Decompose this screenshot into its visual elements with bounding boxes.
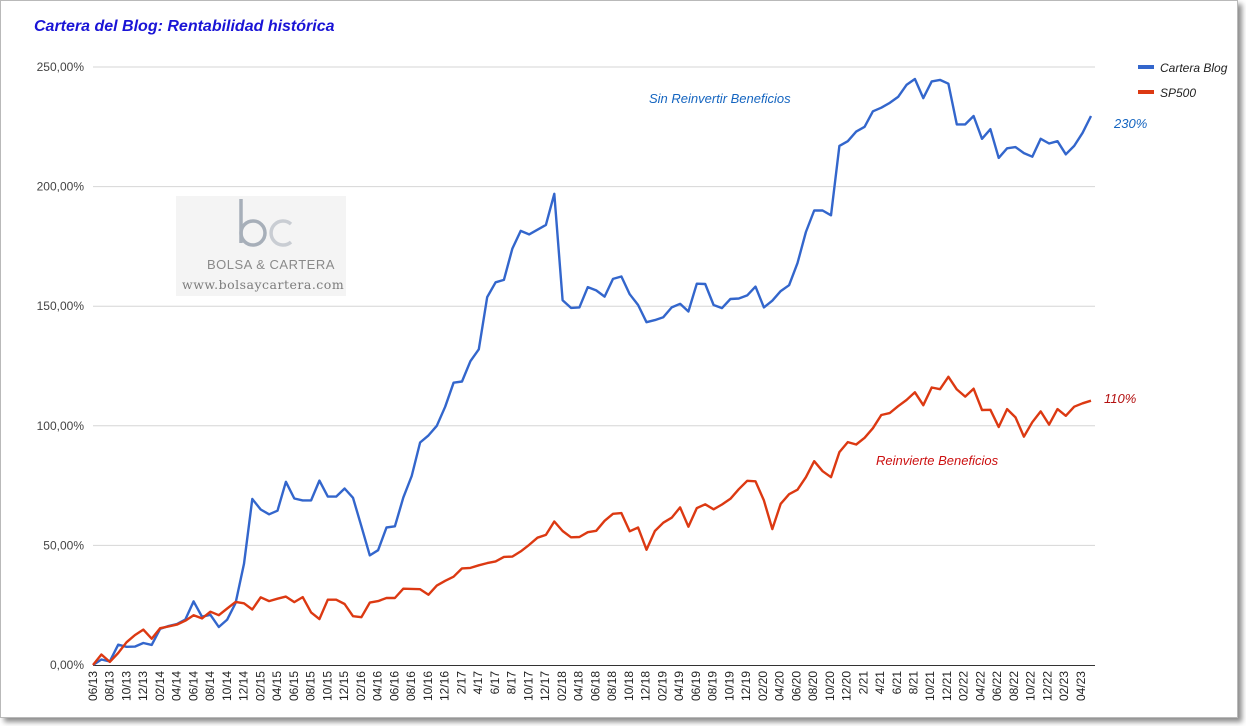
series-lines <box>92 77 1093 667</box>
x-tick-label: 12/17 <box>538 671 552 701</box>
legend-item-cartera-blog[interactable]: Cartera Blog <box>1138 61 1228 75</box>
x-tick-label: 02/18 <box>555 671 569 701</box>
end-label-sp500: 110% <box>1104 391 1136 406</box>
x-tick-label: 06/16 <box>387 671 401 701</box>
x-tick-label: 08/16 <box>404 671 418 701</box>
x-tick-label: 12/20 <box>840 671 854 701</box>
x-tick-label: 06/13 <box>86 671 100 701</box>
x-tick-label: 12/21 <box>940 671 954 701</box>
watermark-background <box>176 196 346 296</box>
watermark-url: www.bolsaycartera.com <box>182 277 344 292</box>
x-tick-label: 6/17 <box>488 671 502 695</box>
legend-swatch-cartera-blog <box>1138 65 1154 69</box>
legend: Cartera Blog SP500 <box>1138 61 1228 100</box>
x-tick-label: 04/19 <box>672 671 686 701</box>
y-tick-label: 100,00% <box>37 419 85 433</box>
x-tick-label: 08/15 <box>304 671 318 701</box>
x-tick-label: 2/17 <box>454 671 468 695</box>
x-tick-label: 8/17 <box>505 671 519 695</box>
x-tick-label: 10/16 <box>421 671 435 701</box>
x-tick-label: 12/13 <box>136 671 150 701</box>
y-tick-label: 250,00% <box>37 60 85 74</box>
x-tick-label: 10/21 <box>923 671 937 701</box>
x-tick-label: 08/22 <box>1007 671 1021 701</box>
x-tick-label: 4/21 <box>873 671 887 695</box>
x-tick-label: 02/14 <box>153 671 167 701</box>
end-label-cartera-blog: 230% <box>1113 116 1147 131</box>
annotation-reinvierte: Reinvierte Beneficios <box>876 453 999 468</box>
x-tick-label: 12/14 <box>237 671 251 701</box>
x-tick-label: 06/15 <box>287 671 301 701</box>
x-tick-label: 8/21 <box>907 671 921 695</box>
x-tick-label: 02/16 <box>354 671 368 701</box>
x-axis-ticks: 06/13 08/13 10/13 12/13 02/14 04/14 06/14 08/14… <box>86 671 1088 701</box>
x-tick-label: 6/21 <box>890 671 904 695</box>
x-tick-label: 04/16 <box>371 671 385 701</box>
x-tick-label: 08/13 <box>103 671 117 701</box>
x-tick-label: 12/19 <box>739 671 753 701</box>
series-line-sp500 <box>92 375 1092 666</box>
x-tick-label: 06/19 <box>689 671 703 701</box>
legend-item-sp500[interactable]: SP500 <box>1138 86 1196 100</box>
x-tick-label: 12/22 <box>1040 671 1054 701</box>
x-tick-label: 2/21 <box>856 671 870 695</box>
gridlines <box>93 66 1095 546</box>
x-tick-label: 02/19 <box>655 671 669 701</box>
x-tick-label: 10/13 <box>119 671 133 701</box>
x-tick-label: 08/14 <box>203 671 217 701</box>
x-tick-label: 10/22 <box>1024 671 1038 701</box>
x-tick-label: 08/20 <box>806 671 820 701</box>
watermark: BOLSA & CARTERA www.bolsaycartera.com <box>176 196 346 296</box>
series-line-cartera-blog <box>92 77 1093 667</box>
x-tick-label: 10/14 <box>220 671 234 701</box>
y-tick-label: 50,00% <box>43 538 84 552</box>
x-tick-label: 10/15 <box>320 671 334 701</box>
watermark-logo-icon <box>239 199 293 247</box>
x-tick-label: 04/14 <box>170 671 184 701</box>
x-tick-label: 04/23 <box>1074 671 1088 701</box>
annotation-sin-reinvertir: Sin Reinvertir Beneficios <box>649 91 791 106</box>
x-tick-label: 12/16 <box>438 671 452 701</box>
x-tick-label: 08/19 <box>706 671 720 701</box>
x-tick-label: 04/20 <box>773 671 787 701</box>
watermark-name: BOLSA & CARTERA <box>207 257 335 272</box>
x-tick-label: 10/18 <box>622 671 636 701</box>
x-tick-label: 06/22 <box>990 671 1004 701</box>
x-tick-label: 12/15 <box>337 671 351 701</box>
x-tick-label: 02/15 <box>253 671 267 701</box>
legend-swatch-sp500 <box>1138 90 1154 94</box>
y-axis-ticks: 0,00% 50,00% 100,00% 150,00% 200,00% 250,00% <box>37 60 85 672</box>
x-tick-label: 08/18 <box>605 671 619 701</box>
x-tick-label: 02/23 <box>1057 671 1071 701</box>
y-tick-label: 200,00% <box>37 180 85 194</box>
x-tick-label: 04/22 <box>973 671 987 701</box>
x-tick-label: 04/18 <box>572 671 586 701</box>
x-tick-label: 10/20 <box>823 671 837 701</box>
line-chart: Cartera del Blog: Rentabilidad histórica… <box>34 18 1228 701</box>
x-tick-label: 02/22 <box>957 671 971 701</box>
legend-label-sp500: SP500 <box>1160 86 1196 100</box>
x-tick-label: 4/17 <box>471 671 485 695</box>
x-tick-label: 10/17 <box>521 671 535 701</box>
legend-label-cartera-blog: Cartera Blog <box>1160 61 1228 75</box>
x-tick-label: 06/18 <box>588 671 602 701</box>
x-tick-label: 06/14 <box>186 671 200 701</box>
x-tick-label: 06/20 <box>789 671 803 701</box>
x-tick-label: 10/19 <box>722 671 736 701</box>
x-tick-label: 04/15 <box>270 671 284 701</box>
x-tick-label: 12/18 <box>639 671 653 701</box>
y-tick-label: 0,00% <box>50 658 84 672</box>
y-tick-label: 150,00% <box>37 299 85 313</box>
x-tick-label: 02/20 <box>756 671 770 701</box>
chart-title: Cartera del Blog: Rentabilidad histórica <box>34 18 335 35</box>
